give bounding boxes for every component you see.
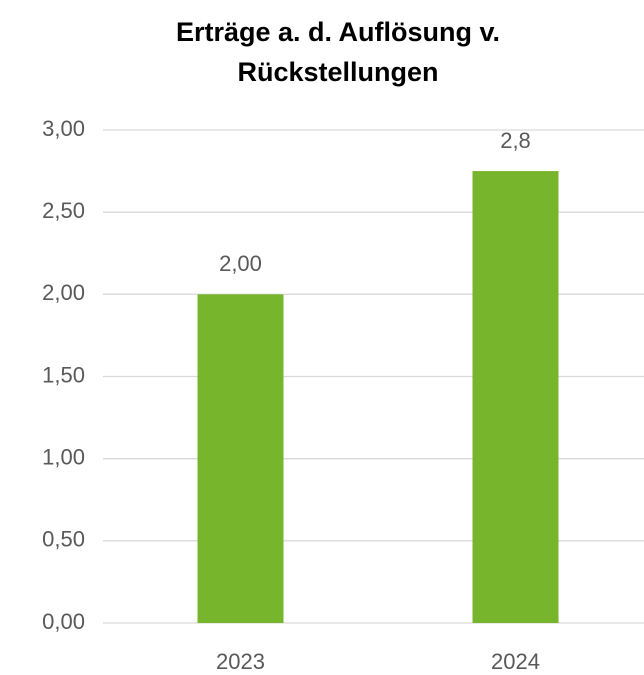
data-label: 2,8 [500,128,531,153]
x-tick-label: 2024 [491,649,540,674]
x-tick-label: 2023 [216,649,265,674]
y-tick-label: 1,50 [42,362,85,387]
chart-title: Erträge a. d. Auflösung v. [176,17,500,47]
y-tick-label: 0,50 [42,527,85,552]
y-tick-label: 2,00 [42,280,85,305]
bar [197,294,284,623]
chart-title: Rückstellungen [237,57,438,87]
y-tick-label: 1,00 [42,444,85,469]
y-tick-label: 0,00 [42,609,85,634]
data-label: 2,00 [219,251,262,276]
y-tick-label: 3,00 [42,116,85,141]
y-tick-label: 2,50 [42,198,85,223]
bar [472,171,559,624]
